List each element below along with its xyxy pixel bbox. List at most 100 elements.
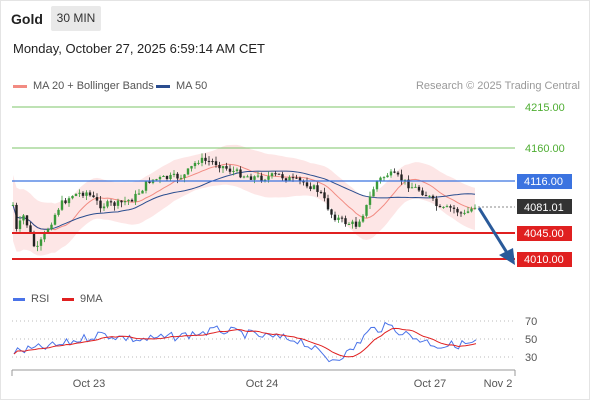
candle-body <box>29 225 32 234</box>
ma9-swatch <box>62 297 74 301</box>
candle-body <box>284 178 288 181</box>
candle-body <box>473 207 477 209</box>
candle-body <box>456 208 459 213</box>
candle-body <box>130 199 134 202</box>
rsi-label: RSI <box>31 293 50 305</box>
candle-body <box>186 168 190 175</box>
candle-body <box>365 204 368 216</box>
candle-body <box>260 175 263 181</box>
candle-body <box>113 202 116 206</box>
support-tag-1 <box>517 226 572 241</box>
candle-body <box>32 233 36 247</box>
candle-body <box>379 177 382 182</box>
price-label-4215: 4215.00 <box>525 102 565 114</box>
ma50-swatch <box>156 84 170 88</box>
candle-body <box>134 193 137 202</box>
candle-body <box>249 176 253 180</box>
candle-body <box>36 245 39 247</box>
candle-body <box>256 175 260 177</box>
x-label-nov2: Nov 2 <box>484 378 513 390</box>
candle-body <box>463 212 466 214</box>
candle-body <box>410 187 414 189</box>
ma9-label: 9MA <box>80 293 103 305</box>
candle-body <box>123 201 127 203</box>
candle-body <box>99 200 102 209</box>
candle-body <box>368 196 372 205</box>
candle-body <box>291 177 295 179</box>
candle-body <box>39 239 43 246</box>
header: Gold 30 MIN <box>0 0 590 38</box>
candle-body <box>277 173 281 175</box>
symbol-title: Gold <box>11 11 43 27</box>
candle-body <box>382 177 386 179</box>
candle-body <box>46 229 50 233</box>
candle-body <box>407 179 410 189</box>
legend-9ma: 9MA <box>62 293 103 305</box>
candle-body <box>232 170 235 172</box>
candle-body <box>246 176 249 178</box>
legend-ma50: MA 50 <box>156 80 207 92</box>
candle-body <box>312 185 316 190</box>
candle-body <box>466 211 470 213</box>
candle-body <box>225 166 228 169</box>
bollinger-band <box>13 144 475 256</box>
candle-body <box>326 198 330 210</box>
candle-body <box>67 198 71 204</box>
candle-body <box>200 157 204 163</box>
candle-body <box>60 200 64 210</box>
candle-body <box>50 224 53 230</box>
candle-body <box>267 176 270 180</box>
support-tag-2 <box>517 252 572 267</box>
candle-body <box>158 177 162 180</box>
candle-body <box>193 163 197 167</box>
ma50-label: MA 50 <box>176 80 208 92</box>
candle-body <box>85 192 88 196</box>
candle-body <box>354 221 358 227</box>
candle-body <box>452 207 456 209</box>
x-label-oct23: Oct 23 <box>73 378 105 390</box>
candle-body <box>43 232 46 240</box>
candle-body <box>393 171 396 173</box>
x-label-oct27: Oct 27 <box>414 378 446 390</box>
candle-body <box>64 200 67 204</box>
candle-body <box>305 182 309 187</box>
candle-body <box>403 179 407 181</box>
candle-body <box>470 208 473 212</box>
candle-body <box>316 185 319 192</box>
pivot-tag <box>517 174 572 189</box>
candle-body <box>270 173 274 177</box>
candle-body <box>120 200 123 203</box>
candle-body <box>179 177 183 179</box>
candle-body <box>435 198 438 207</box>
price-label-4010: 4010.00 <box>524 254 564 266</box>
candle-body <box>71 195 74 199</box>
candle-body <box>141 190 144 194</box>
candle-body <box>421 190 424 196</box>
forecast-arrow-head <box>499 248 515 265</box>
candle-body <box>92 195 95 198</box>
candle-body <box>361 215 365 222</box>
ma20-label: MA 20 + Bollinger Bands <box>33 80 154 92</box>
candle-body <box>459 212 463 214</box>
candle-body <box>263 179 267 181</box>
ma20-swatch <box>13 84 27 88</box>
candle-body <box>274 173 277 175</box>
ma20-line <box>12 163 476 231</box>
candle-body <box>372 189 375 197</box>
rsi-swatch <box>13 297 25 301</box>
candle-body <box>295 177 298 179</box>
candle-body <box>25 215 29 226</box>
candle-body <box>386 175 389 178</box>
timeframe-button[interactable]: 30 MIN <box>51 6 101 31</box>
candle-body <box>400 174 403 181</box>
candle-body <box>298 177 302 181</box>
candle-body <box>445 206 449 208</box>
candle-body <box>53 214 57 225</box>
candle-body <box>172 173 176 175</box>
datetime-label: Monday, October 27, 2025 6:59:14 AM CET <box>13 41 265 56</box>
candle-body <box>330 209 333 215</box>
candle-body <box>438 206 442 208</box>
candle-body <box>449 206 452 208</box>
ma50-line <box>12 170 476 230</box>
